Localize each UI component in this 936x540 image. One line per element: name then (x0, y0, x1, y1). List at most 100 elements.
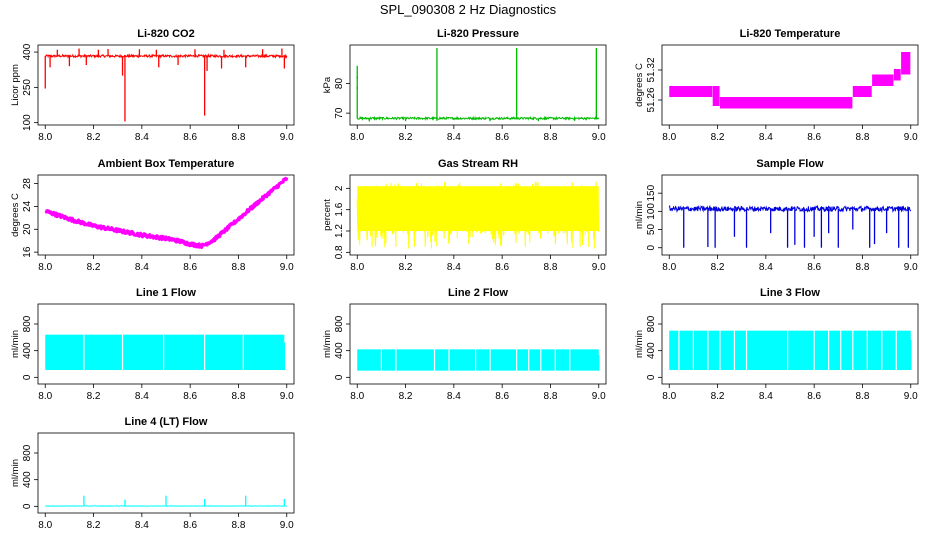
panel-line-2-flow: Line 2 Flow 8.0 8.2 8.4 8.6 8.8 9.0 0 400 800ml/m… (322, 287, 607, 402)
data-point-1 (356, 76, 359, 79)
band-6 (901, 52, 911, 75)
y-tick-label: 800 (334, 315, 345, 332)
x-tick-label: 8.6 (495, 262, 509, 273)
panel-title: Li-820 Pressure (437, 28, 519, 40)
flow-block (357, 349, 599, 371)
series-line (356, 181, 600, 249)
plot-area (668, 204, 912, 248)
panel-li-820-co2: Li-820 CO2 8.0 8.2 8.4 8.6 8.8 9.0 100 250 400Lic… (10, 28, 295, 143)
x-tick-label: 8.0 (38, 391, 52, 402)
x-tick-label: 8.6 (807, 132, 821, 143)
x-tick-label: 8.0 (38, 132, 52, 143)
band-5 (893, 69, 902, 81)
x-tick-label: 8.2 (399, 132, 413, 143)
x-tick-label: 8.2 (711, 262, 725, 273)
series-line (44, 176, 289, 249)
x-tick-label: 8.4 (135, 132, 149, 143)
x-tick-label: 8.0 (350, 262, 364, 273)
x-tick-label: 8.4 (759, 262, 773, 273)
x-tick-label: 8.4 (135, 520, 149, 531)
y-tick-label: 800 (22, 315, 33, 332)
plot-area (44, 48, 288, 122)
x-tick-label: 9.0 (592, 391, 606, 402)
x-tick-label: 9.0 (592, 262, 606, 273)
x-tick-label: 8.2 (711, 391, 725, 402)
panel-title: Sample Flow (756, 158, 824, 170)
y-axis-label: percent (322, 199, 333, 231)
plot-area (45, 495, 287, 507)
y-tick-label: 20 (22, 223, 33, 235)
x-tick-label: 9.0 (592, 132, 606, 143)
panel-title: Li-820 Temperature (740, 28, 841, 40)
x-tick-label: 8.2 (87, 391, 101, 402)
x-tick-label: 8.8 (231, 132, 245, 143)
band-2 (719, 97, 853, 109)
band-3 (852, 86, 873, 97)
band-0 (669, 86, 713, 97)
x-tick-label: 9.0 (904, 132, 918, 143)
x-tick-label: 8.0 (662, 391, 676, 402)
y-tick-label: 800 (646, 315, 657, 332)
plot-frame (349, 44, 607, 126)
plot-frame (349, 303, 607, 385)
flow-block (45, 334, 285, 370)
y-tick-label: 400 (22, 342, 33, 359)
y-axis-label: Licor ppm (10, 64, 21, 106)
x-tick-label: 8.4 (135, 262, 149, 273)
band-4 (872, 74, 894, 86)
y-axis-label: ml/min (10, 330, 21, 358)
y-tick-label: 400 (646, 342, 657, 359)
x-tick-label: 8.8 (855, 132, 869, 143)
x-tick-label: 8.6 (807, 391, 821, 402)
plot-area (669, 52, 912, 109)
x-tick-label: 8.2 (87, 520, 101, 531)
panel-title: Li-820 CO2 (137, 28, 194, 40)
x-tick-label: 8.2 (399, 262, 413, 273)
x-tick-label: 8.8 (543, 262, 557, 273)
plot-frame (661, 303, 919, 385)
panel-li-820-temperature: Li-820 Temperature 8.0 8.2 8.4 8.6 8.8 9.0 51.2… (634, 28, 919, 143)
y-tick-label: 150 (646, 184, 657, 201)
panel-gas-stream-rh: Gas Stream RH 8.0 8.2 8.4 8.6 8.8 9.0 0.8 1.2 1.6… (322, 158, 607, 273)
plot-area (356, 181, 600, 249)
plot-frame (349, 174, 607, 256)
y-axis-label: degrees C (10, 193, 21, 237)
band-1 (712, 86, 720, 106)
panel-line-4-lt-flow: Line 4 (LT) Flow 8.0 8.2 8.4 8.6 8.8 9.0 0 400 80… (10, 416, 295, 531)
panel-sample-flow: Sample Flow 8.0 8.2 8.4 8.6 8.8 9.0 0 50 100 150ml… (634, 158, 919, 273)
plot-frame (37, 303, 295, 385)
x-tick-label: 8.0 (350, 132, 364, 143)
y-axis-label: ml/min (634, 201, 645, 229)
x-tick-label: 8.0 (38, 520, 52, 531)
x-tick-label: 8.2 (87, 132, 101, 143)
x-tick-label: 8.8 (855, 262, 869, 273)
y-tick-label: 16 (22, 246, 33, 258)
plot-area (44, 176, 289, 249)
y-tick-label: 70 (334, 107, 345, 119)
y-tick-label: 28 (22, 178, 33, 190)
plot-frame (37, 432, 295, 514)
y-tick-label: 1.2 (334, 224, 345, 238)
plot-frame (661, 44, 919, 126)
x-tick-label: 8.6 (495, 132, 509, 143)
y-tick-label: 0 (334, 374, 345, 380)
panel-ambient-box-temperature: Ambient Box Temperature 8.0 8.2 8.4 8.6 8.8 9.… (10, 158, 295, 273)
y-tick-label: 0 (22, 374, 33, 380)
x-tick-label: 8.8 (231, 262, 245, 273)
x-tick-label: 8.8 (543, 132, 557, 143)
y-tick-label: 250 (22, 79, 33, 96)
page-title: SPL_090308 2 Hz Diagnostics (379, 2, 557, 17)
x-tick-label: 8.8 (855, 391, 869, 402)
y-axis-label: ml/min (322, 330, 333, 358)
x-tick-label: 8.4 (135, 391, 149, 402)
y-tick-label: 400 (334, 342, 345, 359)
panel-line-1-flow: Line 1 Flow 8.0 8.2 8.4 8.6 8.8 9.0 0 400 800ml/m… (10, 287, 295, 402)
x-tick-label: 8.6 (183, 391, 197, 402)
x-tick-label: 9.0 (280, 520, 294, 531)
panel-title: Ambient Box Temperature (98, 158, 235, 170)
y-tick-label: 2 (334, 185, 345, 191)
plot-area (669, 328, 912, 372)
panel-title: Line 2 Flow (448, 287, 508, 299)
y-tick-label: 100 (22, 114, 33, 131)
